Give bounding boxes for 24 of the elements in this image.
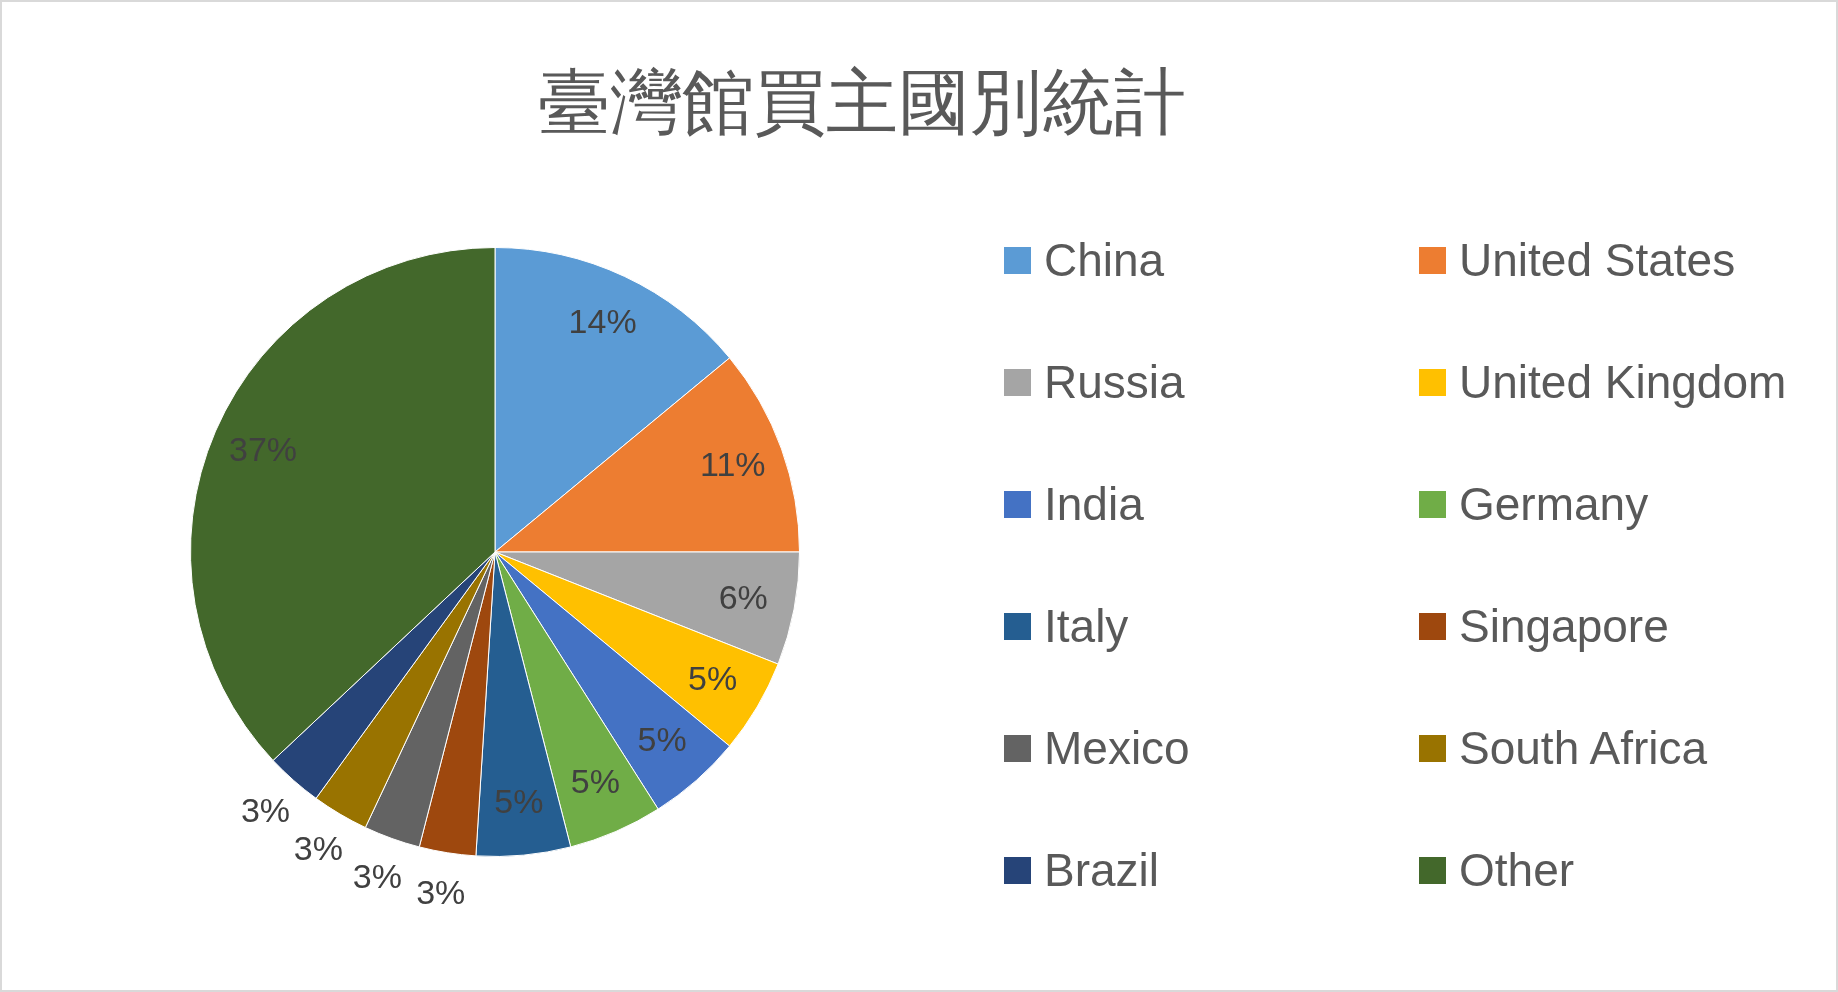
data-label: 11% xyxy=(700,444,766,483)
data-label: 5% xyxy=(637,719,687,758)
chart-title: 臺灣館買主國別統計 xyxy=(537,60,1187,144)
legend-label: Other xyxy=(1459,843,1575,897)
legend-label: Singapore xyxy=(1459,599,1669,653)
data-label: 5% xyxy=(494,781,544,820)
legend-label: Germany xyxy=(1459,477,1649,531)
legend-label: United States xyxy=(1459,233,1736,287)
legend-label: Italy xyxy=(1044,599,1129,653)
data-label: 5% xyxy=(570,762,620,801)
legend-label: India xyxy=(1044,477,1144,531)
legend-label: Mexico xyxy=(1044,721,1190,775)
data-label: 3% xyxy=(293,829,343,868)
legend-label: Russia xyxy=(1044,355,1185,409)
data-label: 6% xyxy=(718,577,768,616)
legend-label: Brazil xyxy=(1044,843,1160,897)
data-label: 3% xyxy=(352,856,402,895)
legend-label: China xyxy=(1044,233,1165,287)
data-label: 5% xyxy=(687,659,738,698)
data-label: 3% xyxy=(416,873,466,912)
data-label: 14% xyxy=(568,301,637,340)
data-label: 3% xyxy=(240,790,291,829)
legend-label: South Africa xyxy=(1459,721,1708,775)
legend-label: United Kingdom xyxy=(1459,355,1787,409)
